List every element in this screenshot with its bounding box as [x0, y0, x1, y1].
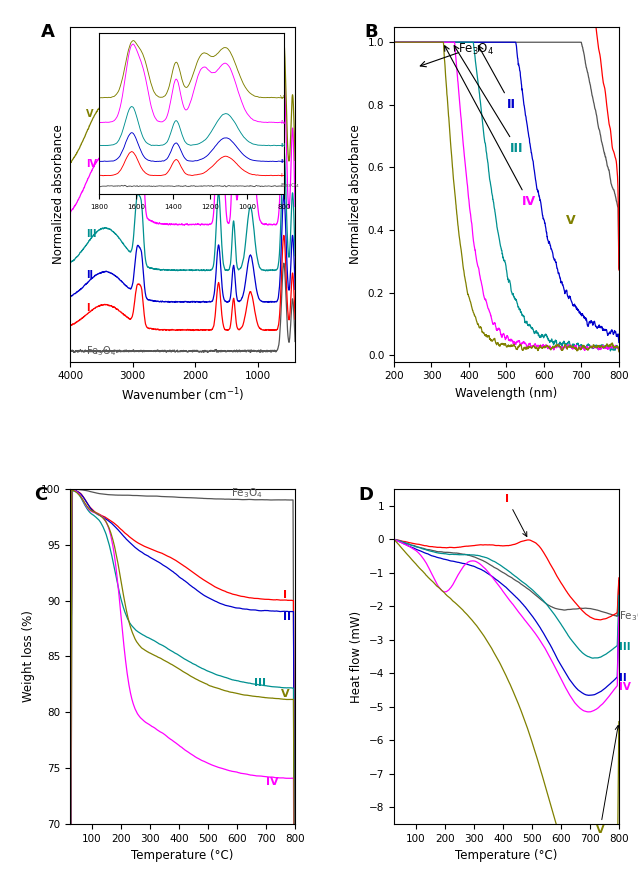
X-axis label: Temperature (°C): Temperature (°C) [456, 850, 558, 862]
Text: C: C [34, 486, 47, 503]
Text: V: V [567, 214, 576, 227]
Text: II: II [478, 46, 516, 111]
Y-axis label: Normalized absorbance: Normalized absorbance [349, 124, 362, 264]
Text: Fe$_3$O$_4$: Fe$_3$O$_4$ [231, 486, 263, 500]
Text: B: B [365, 23, 378, 42]
Text: III: III [454, 46, 524, 155]
Text: Fe$_3$O$_4$: Fe$_3$O$_4$ [85, 345, 116, 359]
Text: Fe$_3$O$_4$: Fe$_3$O$_4$ [619, 609, 638, 623]
Text: I: I [0, 885, 1, 886]
Text: IV: IV [85, 159, 97, 169]
Y-axis label: Heat flow (mW): Heat flow (mW) [350, 610, 363, 703]
Text: II: II [619, 673, 627, 683]
Text: I: I [85, 303, 89, 313]
Y-axis label: Normalized absorbance: Normalized absorbance [52, 124, 64, 264]
Text: A: A [41, 23, 55, 42]
Text: Fe$_3$O$_4$: Fe$_3$O$_4$ [457, 43, 494, 58]
Text: II: II [283, 612, 292, 623]
Text: I: I [283, 590, 288, 600]
Text: IV: IV [266, 777, 279, 787]
X-axis label: Temperature (°C): Temperature (°C) [131, 850, 234, 862]
Text: V: V [596, 726, 619, 835]
Text: III: III [85, 229, 96, 238]
Text: III: III [619, 641, 630, 651]
Text: V: V [281, 689, 289, 699]
Text: I: I [505, 494, 527, 537]
Text: V: V [85, 109, 93, 119]
Text: IV: IV [619, 682, 631, 692]
Text: III: III [255, 678, 267, 688]
Y-axis label: Weight loss (%): Weight loss (%) [22, 610, 35, 703]
Text: D: D [358, 486, 373, 503]
Text: IV: IV [445, 46, 535, 208]
Text: II: II [85, 270, 93, 280]
X-axis label: Wavenumber (cm$^{-1}$): Wavenumber (cm$^{-1}$) [121, 387, 244, 405]
X-axis label: Wavelength (nm): Wavelength (nm) [456, 387, 558, 400]
